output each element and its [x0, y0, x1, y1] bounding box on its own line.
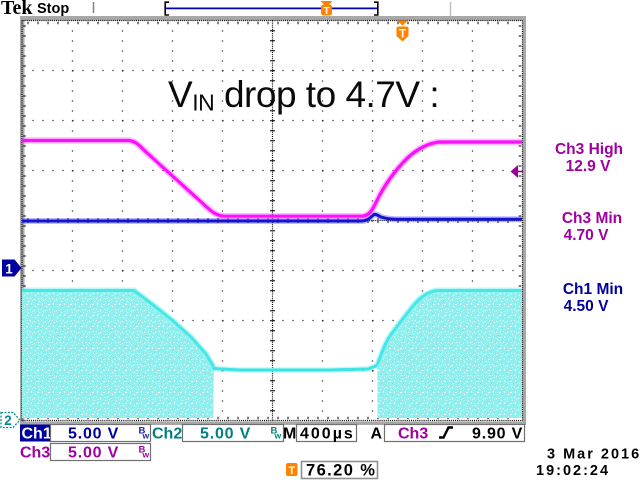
svg-text:Ch2: Ch2	[152, 426, 182, 443]
svg-text:B: B	[139, 426, 146, 437]
svg-text:2: 2	[4, 413, 12, 428]
svg-text:B: B	[271, 426, 278, 437]
svg-text:76.20 %: 76.20 %	[306, 462, 376, 480]
svg-text:Ch3 High: Ch3 High	[555, 141, 623, 158]
svg-text:9.90 V: 9.90 V	[472, 426, 523, 443]
svg-text:1: 1	[5, 262, 13, 277]
svg-text:VIN drop to 4.7V :: VIN drop to 4.7V :	[168, 74, 439, 116]
svg-text:12.9 V: 12.9 V	[566, 158, 611, 175]
svg-text:Ch1 Min: Ch1 Min	[563, 281, 623, 298]
svg-text:w: w	[274, 431, 282, 441]
svg-text:T: T	[399, 29, 406, 41]
svg-text:5.00 V: 5.00 V	[200, 426, 251, 443]
svg-text:Tek: Tek	[1, 0, 33, 19]
svg-text:Ch3: Ch3	[20, 445, 50, 462]
svg-text:T: T	[323, 5, 330, 17]
svg-text:w: w	[142, 450, 150, 460]
svg-text:Stop: Stop	[37, 1, 69, 17]
svg-text:5.00 V: 5.00 V	[68, 445, 119, 462]
svg-text:w: w	[142, 431, 150, 441]
svg-text:Ch3 Min: Ch3 Min	[562, 210, 622, 227]
svg-text:A: A	[371, 426, 383, 443]
svg-text:M: M	[283, 426, 296, 443]
svg-text:5.00 V: 5.00 V	[68, 426, 119, 443]
svg-text:3 Mar 2016: 3 Mar 2016	[547, 447, 640, 463]
svg-text:B: B	[139, 445, 146, 456]
svg-text:400µs: 400µs	[300, 426, 355, 443]
svg-text:Ch3: Ch3	[398, 426, 428, 443]
svg-text:Ch1: Ch1	[22, 426, 52, 443]
svg-text:19:02:24: 19:02:24	[536, 463, 610, 479]
svg-text:4.70 V: 4.70 V	[564, 227, 609, 244]
svg-text:4.50 V: 4.50 V	[564, 298, 609, 315]
svg-text:T: T	[288, 465, 295, 477]
